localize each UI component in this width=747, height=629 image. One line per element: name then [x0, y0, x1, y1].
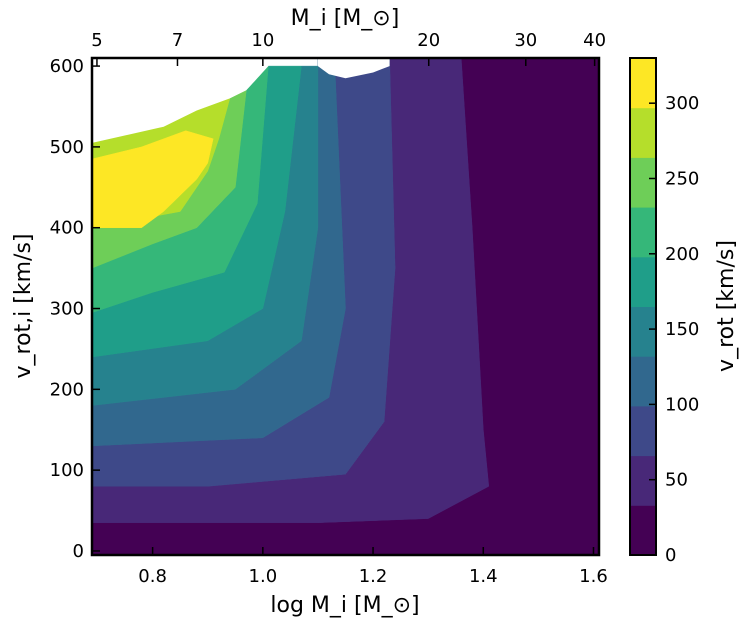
- heatmap-region-9: [92, 130, 214, 228]
- top-tick-label: 5: [91, 30, 102, 51]
- plot-area: [92, 58, 599, 555]
- top-tick-label: 30: [514, 30, 537, 51]
- colorbar-swatch-7: [630, 157, 656, 208]
- top-tick-label: 20: [417, 30, 440, 51]
- y-tick-label: 0: [73, 541, 84, 562]
- colorbar-swatch-4: [630, 306, 656, 357]
- colorbar-tick-label: 200: [665, 244, 699, 265]
- colorbar-swatch-2: [630, 405, 656, 457]
- colorbar-swatch-0: [630, 505, 656, 556]
- colorbar-swatch-3: [630, 356, 656, 407]
- top-tick-label: 7: [172, 30, 183, 51]
- colorbar-tick-label: 100: [665, 394, 699, 415]
- colorbar-tick-label: 50: [665, 470, 688, 491]
- x-tick-label: 1.4: [469, 566, 498, 587]
- colorbar-tick-label: 250: [665, 168, 699, 189]
- y-tick-label: 200: [50, 379, 84, 400]
- top-tick-label: 10: [251, 30, 274, 51]
- colorbar-swatch-9: [630, 58, 656, 109]
- x-axis-ticks: 0.8 1.0 1.2 1.4 1.6: [138, 547, 608, 587]
- colorbar-ticks: 0 50 100 150 200 250 300: [649, 93, 699, 566]
- colorbar-tick-label: 150: [665, 319, 699, 340]
- plot-frame: [90, 56, 601, 557]
- y-tick-label: 500: [50, 137, 84, 158]
- y-tick-label: 600: [50, 56, 84, 77]
- colorbar-swatch-1: [630, 455, 656, 506]
- y-tick-label: 400: [50, 218, 84, 239]
- x-tick-label: 1.0: [249, 566, 278, 587]
- top-axis-ticks: 5 7 10 20 30 40: [91, 30, 606, 66]
- colorbar-tick-label: 300: [665, 93, 699, 114]
- x-tick-label: 0.8: [138, 566, 167, 587]
- x-tick-label: 1.2: [359, 566, 388, 587]
- x-axis-label: log M_i [M_⊙]: [270, 593, 419, 618]
- colorbar-label: v_rot [km/s]: [714, 240, 739, 372]
- x-tick-label: 1.6: [579, 566, 608, 587]
- y-tick-label: 300: [50, 299, 84, 320]
- y-axis-ticks: 0 100 200 300 400 500 600: [50, 56, 100, 562]
- colorbar-swatch-8: [630, 107, 656, 158]
- y-axis-label: v_rot,i [km/s]: [11, 234, 36, 379]
- y-tick-label: 100: [50, 460, 84, 481]
- no-data-region-1: [317, 58, 390, 79]
- no-data-region-0: [92, 58, 269, 143]
- colorbar-tick-label: 0: [665, 545, 676, 566]
- top-tick-label: 40: [583, 30, 606, 51]
- top-axis-label: M_i [M_⊙]: [291, 6, 400, 31]
- colorbar: [630, 58, 656, 556]
- colorbar-swatch-5: [630, 256, 656, 307]
- colorbar-frame: [629, 57, 657, 556]
- colorbar-swatch-6: [630, 207, 656, 258]
